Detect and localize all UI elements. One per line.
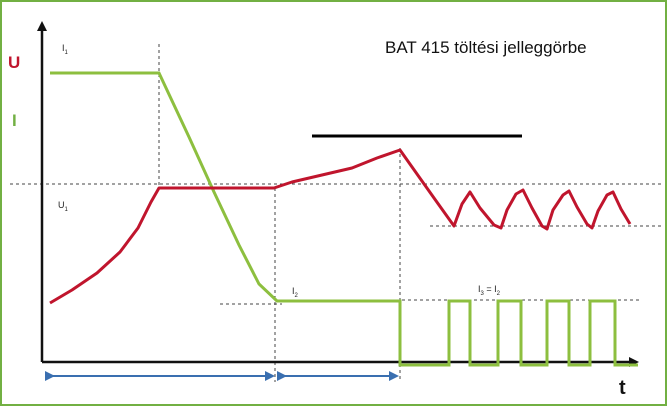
guide-lines [10,44,662,382]
y-axis-label-i: I [12,111,17,130]
chart-title: BAT 415 töltési jelleggörbe [385,38,587,57]
x-axis-label-t: t [619,377,626,399]
y-axis-label-u: U [8,53,20,72]
annotation-i1: I1 [62,43,69,56]
annotation-i3-equals-i2: I3 = I2 [478,284,501,297]
annotation-u1: U1 [58,200,69,213]
voltage-curve [49,148,632,305]
current-curve [50,71,638,367]
annotation-i2: I2 [292,286,299,299]
